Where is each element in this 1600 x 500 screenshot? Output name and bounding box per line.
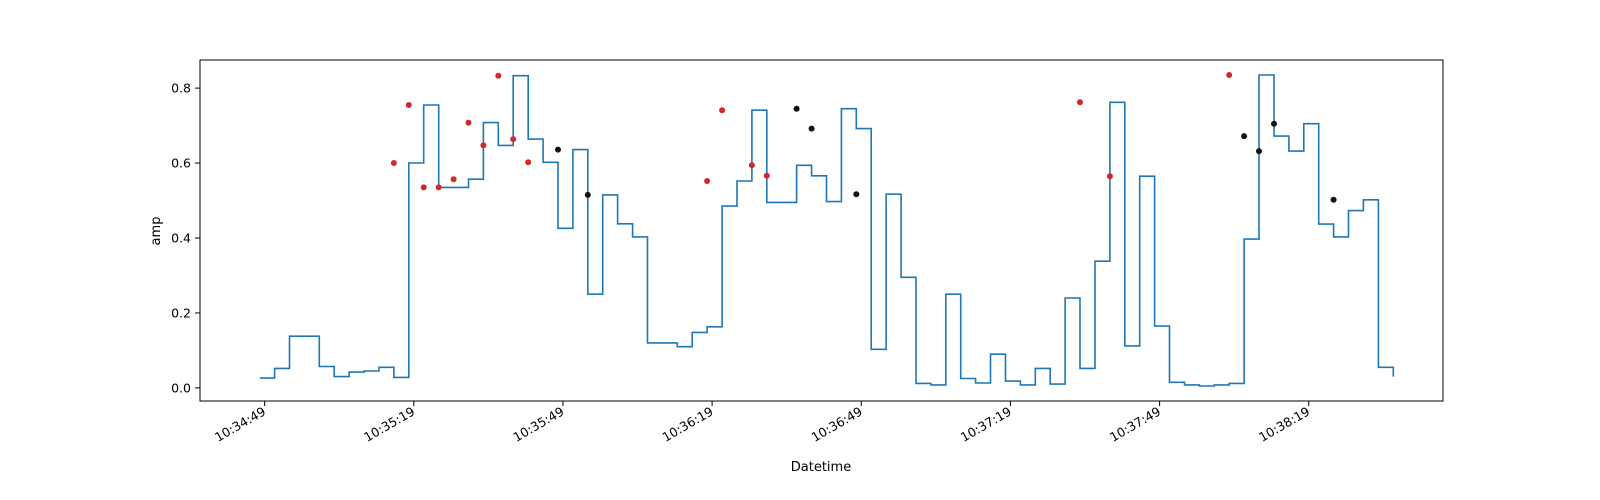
x-tick-label: 10:34:49 [212,404,268,445]
series-0-point [420,184,427,191]
series-2-point [1330,196,1337,203]
x-axis: 10:34:49 10:35:19 10:35:49 10:36:19 10:36:49… [212,401,1312,445]
y-tick-label: 0.4 [171,230,191,245]
axes-frame [199,59,1444,402]
series-2-point [584,191,591,198]
series-2-point [1256,148,1262,155]
x-tick-label: 10:35:19 [361,404,417,445]
y-tick-label: 0.6 [171,156,191,171]
y-axis: 0.0 0.2 0.4 0.6 0.8 [171,81,200,395]
series-2-point [808,125,815,132]
series-0-point [525,159,532,166]
amp-step-line [259,74,1395,387]
x-axis-label: Datetime [791,460,851,475]
series-2-point [1241,133,1248,140]
y-tick-label: 0.8 [171,81,191,96]
x-tick-label: 10:35:49 [510,404,566,445]
series-2-point [555,146,561,153]
series-0-point [435,184,442,191]
series-2-point [1271,120,1277,127]
y-tick-label: 0.0 [171,380,191,395]
series-1-point [1226,72,1233,78]
series-1-point [1106,173,1113,180]
series-0-point [704,178,711,184]
x-tick-label: 10:36:49 [809,404,865,445]
series-0-point [510,136,517,143]
series-2-point [853,191,860,198]
plot-area [259,72,1395,387]
series-0-point [748,162,755,169]
series-0-point [450,176,457,183]
series-0-point [390,160,397,166]
series-2-point [793,105,800,112]
series-0-point [495,72,502,79]
series-0-point [480,142,487,149]
x-tick-label: 10:37:49 [1107,404,1163,445]
series-0-point [465,119,472,126]
y-axis-label: amp [149,217,164,246]
series-1-point [1077,99,1083,106]
x-tick-label: 10:38:19 [1256,404,1312,445]
series-0-point [719,107,726,114]
y-tick-label: 0.2 [171,305,191,320]
series-0-point [405,102,412,108]
series-0-point [763,172,770,179]
x-tick-label: 10:36:19 [659,404,715,445]
x-tick-label: 10:37:19 [958,404,1014,445]
